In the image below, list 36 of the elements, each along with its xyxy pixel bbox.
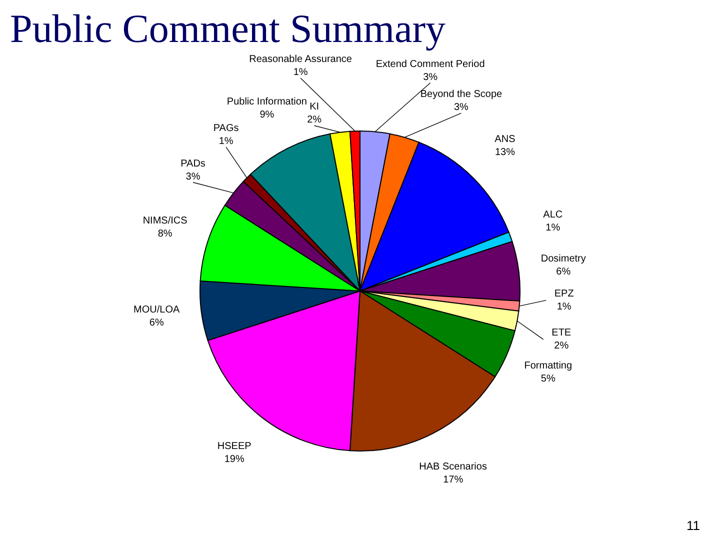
data-label: 19% xyxy=(224,454,244,465)
data-label: 2% xyxy=(554,340,569,352)
chart-title: Public Comment Summary xyxy=(10,6,446,52)
data-label: 9% xyxy=(260,109,274,120)
slice-label: Extend Comment Period xyxy=(376,58,485,70)
slice-label: PAGs xyxy=(213,123,239,134)
slice-label: NIMS/ICS xyxy=(142,216,188,227)
data-label: 3% xyxy=(186,171,200,182)
data-label: 5% xyxy=(540,373,556,384)
data-label: 1% xyxy=(546,222,560,234)
slice-label: HAB Scenarios xyxy=(419,462,487,473)
slice-label: Beyond the Scope xyxy=(420,89,502,100)
slice-label: Formatting xyxy=(524,360,572,372)
data-label: 8% xyxy=(158,228,172,240)
slice-label: EPZ xyxy=(554,288,574,300)
data-label: 17% xyxy=(443,474,464,486)
slice-label: Public Information xyxy=(226,96,307,108)
slice-label: ALC xyxy=(543,210,563,221)
data-label: 1% xyxy=(218,136,234,148)
slice-label: Reasonable Assurance xyxy=(249,54,352,66)
data-label: 3% xyxy=(423,72,438,83)
data-label: 6% xyxy=(149,318,164,329)
data-label: 6% xyxy=(556,266,571,278)
slice-label: KI xyxy=(310,102,320,113)
slice-label: ETE xyxy=(552,327,572,338)
slice-label: Dosimetry xyxy=(540,253,586,264)
slice-label: ANS xyxy=(494,134,516,146)
slice-label: PADs xyxy=(180,158,206,170)
data-label: 2% xyxy=(307,114,322,126)
data-label: 3% xyxy=(454,102,469,114)
slice-label: MOU/LOA xyxy=(134,304,180,316)
data-label: 1% xyxy=(293,67,308,78)
data-label: 13% xyxy=(494,147,516,158)
data-label: 1% xyxy=(556,301,572,312)
slice-label: HSEEP xyxy=(217,440,252,452)
text: 11 xyxy=(686,518,700,533)
